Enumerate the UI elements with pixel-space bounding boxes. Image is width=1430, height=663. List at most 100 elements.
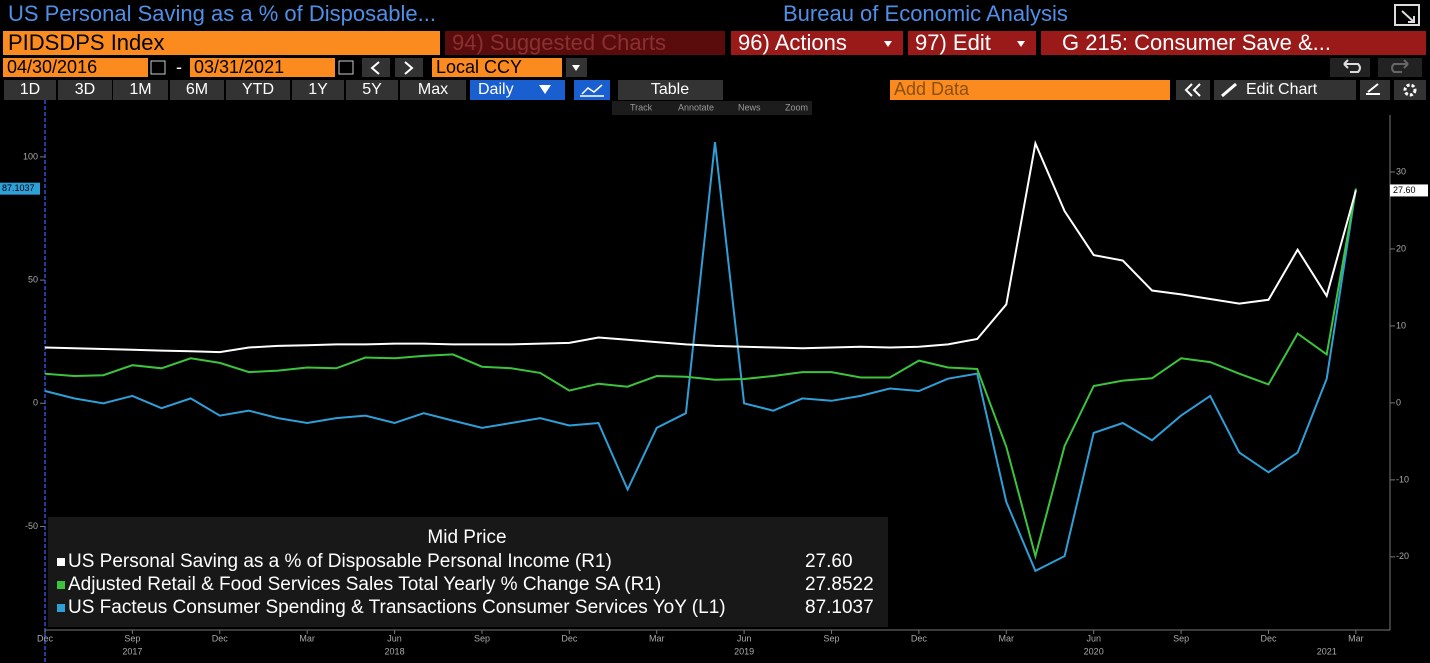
x-tick-label: Sep [1173,633,1189,643]
last-value-label: 27.60 [1393,185,1416,195]
tool-label[interactable]: News [738,102,761,112]
dropdown-arrow [539,85,551,94]
chart: -50 0 50 100 -20 -10 0 10 20 30 Dec Sep Dec Mar Jun Sep… [0,100,1428,663]
series-line [44,140,1357,354]
legend-value: 27.8522 [805,574,874,595]
last-value-badge [0,182,40,195]
x-tick-label: Jun [387,633,402,643]
range-label: 1Y [308,81,328,98]
currency-box[interactable] [432,58,562,77]
y2-tick-label: 0 [1396,397,1401,407]
next-icon [404,61,414,75]
redo-button[interactable] [1378,58,1422,77]
ticker: PIDSDPS Index [8,30,165,55]
range-label: 3D [75,81,95,98]
x-tick-label: Jun [737,633,752,643]
y2-tick-label: 10 [1396,320,1406,330]
range-buttons: 1D 3D 1M 6M YTD 1Y 5Y Max [4,80,466,100]
dropdown-arrow [572,65,580,71]
range-button[interactable] [58,80,112,100]
range-button[interactable] [4,80,56,100]
prev-icon [370,61,380,75]
undo-icon [1343,59,1361,73]
y2-tick-label: 30 [1396,166,1406,176]
add-data: Add Data [894,79,970,99]
range-label: Max [418,81,448,98]
legend-label: US Facteus Consumer Spending & Transacti… [68,597,726,618]
legend-value: 87.1037 [805,597,874,618]
calendar-icon[interactable] [150,60,166,75]
x-tick-label: Dec [37,633,54,643]
y2-tick-label: 20 [1396,243,1406,253]
table-label: Table [651,81,689,98]
undo-button[interactable] [1330,58,1370,77]
range-button[interactable] [400,80,466,100]
x-tick-label: Mar [999,633,1015,643]
settings-button[interactable] [1394,80,1426,100]
range-label: 5Y [362,81,382,98]
legend-title: Mid Price [427,527,506,548]
y-tick-label: 50 [28,274,38,284]
edit-label: 97) Edit [915,30,991,55]
range-label: 1D [20,81,40,98]
edit-chart: Edit Chart [1246,81,1318,98]
legend-box [48,517,888,627]
tool-strip [612,101,812,115]
x-tick-label: Sep [474,633,490,643]
tool-label[interactable]: Track [630,102,653,112]
calendar-icon[interactable] [338,60,354,75]
range-button[interactable] [113,80,168,100]
start-date: 04/30/2016 [7,57,97,77]
prev-button[interactable] [362,58,390,77]
related-label: G 215: Consumer Save &... [1062,30,1331,55]
x-tick-label: Sep [124,633,140,643]
suggested-button[interactable] [445,31,725,55]
y-tick-label: -50 [25,521,38,531]
y2-tick-label: -20 [1396,551,1409,561]
edit-chart-button[interactable] [1214,80,1356,100]
tool-label[interactable]: Zoom [785,102,808,112]
redo-icon [1391,59,1409,73]
chart-tools: Track Annotate News Zoom [630,102,808,112]
range-button[interactable] [346,80,398,100]
y-tick-label: 100 [23,151,38,161]
annotate-button[interactable] [1360,80,1390,100]
actions-label: 96) Actions [738,30,847,55]
date-separator: - [176,57,182,77]
dropdown-arrow [884,41,892,47]
series-line [44,188,1357,560]
last-value-label: 87.1037 [2,183,35,193]
popout-icon[interactable] [1394,4,1420,26]
start-date-box[interactable] [3,58,148,77]
next-button[interactable] [395,58,423,77]
x-tick-label: Mar [1348,633,1364,643]
year-label: 2020 [1084,646,1104,656]
x-tick-label: Sep [824,633,840,643]
year-label: 2018 [385,646,405,656]
year-label: 2019 [734,646,754,656]
ticker-box[interactable] [3,31,440,55]
related-button[interactable] [1041,31,1426,55]
edit-button[interactable] [908,31,1036,55]
tool-label[interactable]: Annotate [678,102,714,112]
end-date: 03/31/2021 [194,57,284,77]
x-tick-label: Dec [212,633,229,643]
chart-type-icon [580,84,604,97]
end-date-box[interactable] [190,58,335,77]
actions-button[interactable] [731,31,903,55]
range-button[interactable] [226,80,290,100]
y-tick-label: 0 [33,398,38,408]
range-label: YTD [242,81,274,98]
suggested-label: 94) Suggested Charts [452,30,666,55]
range-label: 1M [129,81,151,98]
x-tick-label: Dec [911,633,928,643]
dropdown-arrow [1017,41,1025,47]
add-data-box[interactable] [890,80,1170,100]
table-button[interactable] [618,80,723,100]
legend-swatch [57,581,65,589]
range-button[interactable] [292,80,344,100]
last-value-badge [1390,184,1428,197]
range-button[interactable] [170,80,224,100]
legend-label: Adjusted Retail & Food Services Sales To… [68,574,661,595]
